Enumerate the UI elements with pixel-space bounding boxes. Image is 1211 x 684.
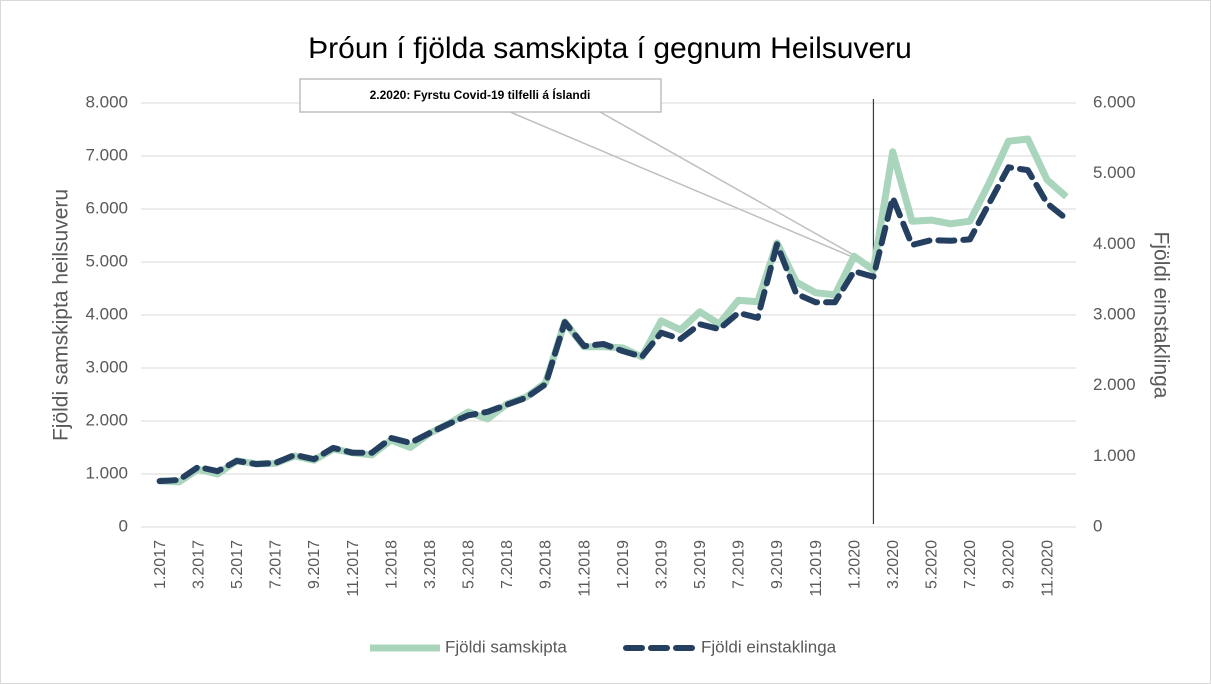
x-tick-label: 3.2018 <box>422 540 439 589</box>
y2-tick-label: 5.000 <box>1093 163 1136 182</box>
x-tick-label: 11.2020 <box>1039 540 1056 597</box>
series-line <box>156 164 1070 485</box>
x-tick-label: 7.2018 <box>499 540 516 589</box>
y-axis-title: Fjöldi samskipta heilsuveru <box>50 189 73 441</box>
y-tick-label: 2.000 <box>85 410 128 429</box>
y-tick-label: 5.000 <box>85 251 128 270</box>
y-tick-label: 0 <box>119 516 128 535</box>
y2-tick-label: 4.000 <box>1093 234 1136 253</box>
x-tick-label: 5.2018 <box>461 540 478 589</box>
legend-label: Fjöldi samskipta <box>445 637 567 656</box>
y-tick-label: 7.000 <box>85 145 128 164</box>
y2-axis-title: Fjöldi einstaklinga <box>1149 232 1172 399</box>
y-tick-label: 8.000 <box>85 92 128 111</box>
annotation-text: 2.2020: Fyrstu Covid-19 tilfelli á Íslan… <box>370 87 591 102</box>
x-tick-label: 3.2017 <box>190 540 207 589</box>
x-tick-label: 5.2019 <box>692 540 709 589</box>
x-tick-label: 1.2017 <box>152 540 169 589</box>
x-tick-label: 9.2020 <box>1001 540 1018 589</box>
y2-tick-label: 3.000 <box>1093 304 1136 323</box>
y2-tick-label: 2.000 <box>1093 375 1136 394</box>
y-tick-label: 1.000 <box>85 463 128 482</box>
callout-line <box>599 111 872 266</box>
x-tick-label: 11.2019 <box>808 540 825 597</box>
x-tick-label: 5.2017 <box>229 540 246 589</box>
chart-title: Þróun í fjölda samskipta í gegnum Heilsu… <box>308 32 912 65</box>
x-tick-label: 1.2019 <box>615 540 632 589</box>
x-tick-label: 5.2020 <box>924 540 941 589</box>
annotation-box <box>299 78 662 113</box>
callout-line <box>509 111 872 266</box>
x-tick-label: 9.2017 <box>306 540 323 589</box>
x-tick-label: 1.2020 <box>846 540 863 589</box>
x-tick-label: 7.2020 <box>962 540 979 589</box>
y-tick-label: 3.000 <box>85 357 128 376</box>
x-tick-label: 7.2019 <box>731 540 748 589</box>
x-tick-label: 3.2020 <box>885 540 902 589</box>
y2-tick-label: 1.000 <box>1093 446 1136 465</box>
x-tick-label: 1.2018 <box>383 540 400 589</box>
x-tick-label: 11.2018 <box>576 540 593 597</box>
x-tick-label: 9.2018 <box>538 540 555 589</box>
legend-label: Fjöldi einstaklinga <box>701 637 837 656</box>
y-tick-label: 4.000 <box>85 304 128 323</box>
x-tick-label: 9.2019 <box>769 540 786 589</box>
y-tick-label: 6.000 <box>85 198 128 217</box>
x-tick-label: 11.2017 <box>345 540 362 597</box>
x-tick-label: 3.2019 <box>653 540 670 589</box>
y2-tick-label: 6.000 <box>1093 92 1136 111</box>
y2-tick-label: 0 <box>1093 516 1102 535</box>
x-tick-label: 7.2017 <box>268 540 285 589</box>
